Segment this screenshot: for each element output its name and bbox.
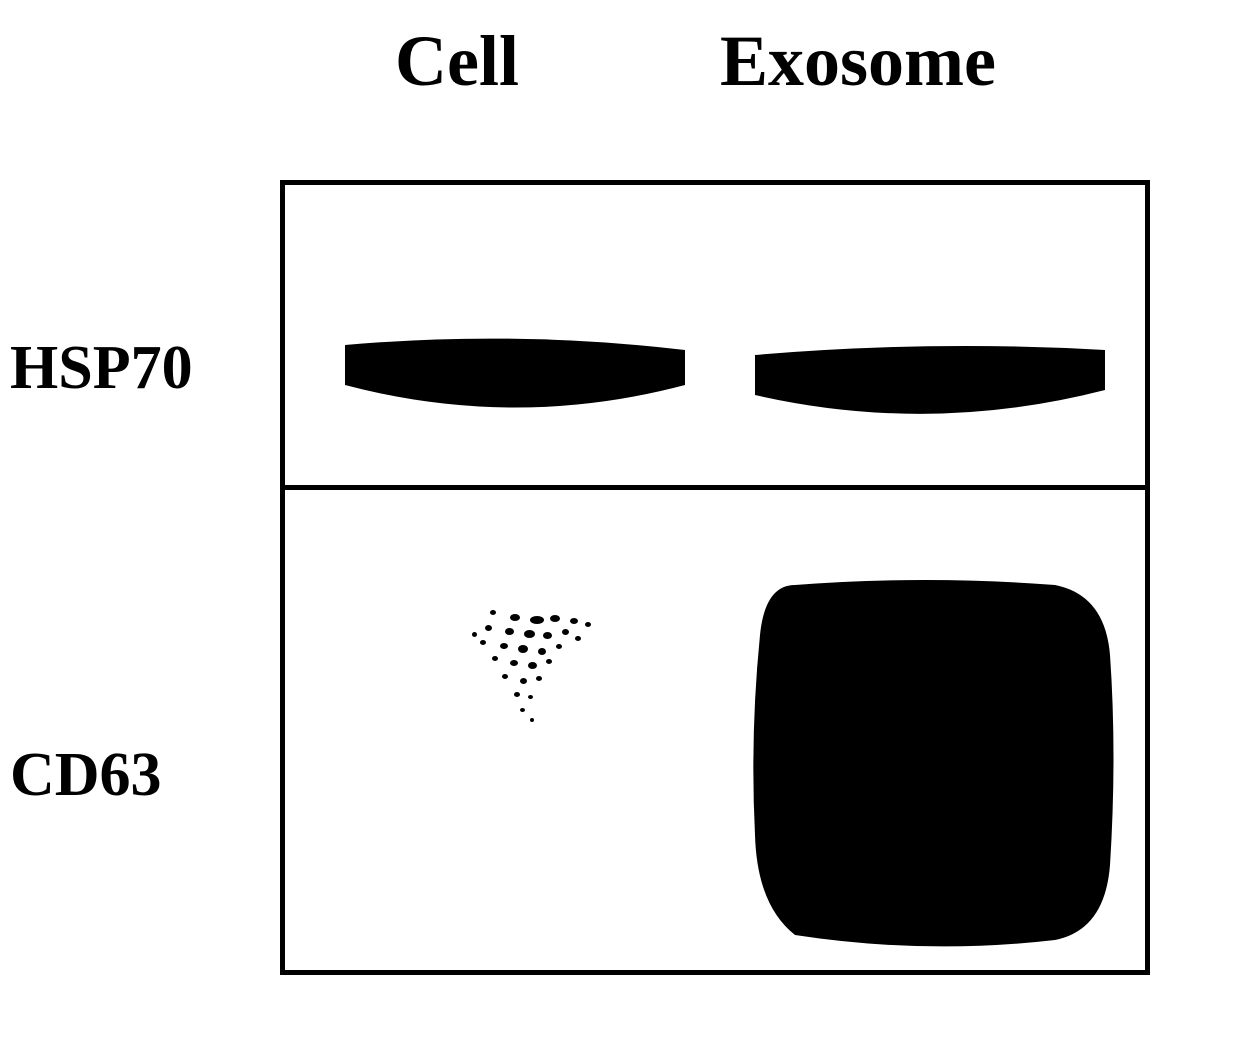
column-header-cell: Cell: [395, 20, 519, 103]
band-cd63-cell-speckles: [430, 600, 630, 750]
column-cell-label: Cell: [395, 21, 519, 101]
band-hsp70-cell: [335, 330, 695, 440]
row-hsp70-text: HSP70: [10, 334, 193, 402]
row-label-cd63: CD63: [10, 740, 162, 811]
row-label-hsp70: HSP70: [10, 333, 193, 404]
band-cd63-exosome: [745, 575, 1120, 955]
row-cd63-text: CD63: [10, 741, 162, 809]
western-blot-figure: Cell Exosome HSP70 CD63: [0, 0, 1240, 1050]
column-exosome-label: Exosome: [720, 21, 996, 101]
column-header-exosome: Exosome: [720, 20, 996, 103]
band-hsp70-exosome: [745, 335, 1115, 445]
